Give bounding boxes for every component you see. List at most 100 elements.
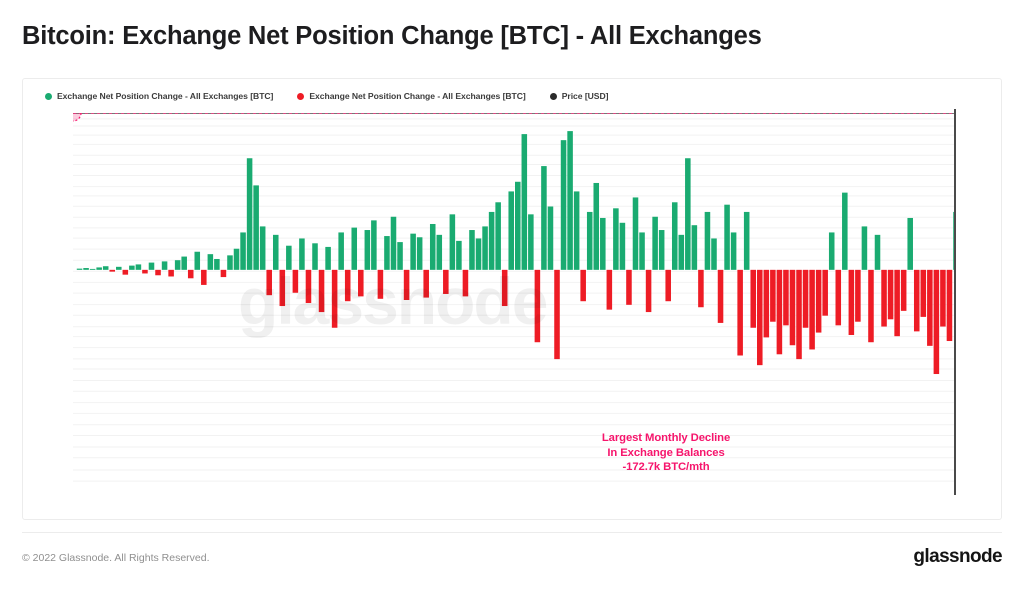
bar	[822, 269, 828, 316]
bar	[606, 269, 613, 310]
bar	[148, 262, 155, 270]
bar	[161, 261, 168, 270]
bar	[920, 269, 927, 317]
bar	[632, 197, 639, 270]
bar	[410, 233, 416, 270]
bar	[416, 237, 423, 270]
bar	[423, 269, 429, 298]
bar	[658, 230, 665, 270]
bar	[757, 269, 763, 366]
bar	[645, 269, 652, 313]
legend-label: Price [USD]	[561, 91, 609, 101]
bar	[142, 269, 148, 274]
bar	[802, 269, 809, 328]
bar	[848, 269, 855, 335]
black-dot-icon	[549, 92, 557, 100]
chart-card: Exchange Net Position Change - All Excha…	[22, 78, 1002, 520]
bar	[344, 269, 351, 302]
bar	[927, 269, 933, 346]
bar	[286, 245, 292, 270]
bar	[220, 269, 227, 278]
bar	[691, 225, 698, 270]
bar	[390, 216, 397, 270]
x-axis	[23, 493, 1001, 517]
bar	[815, 269, 822, 333]
green-dot-icon	[45, 92, 52, 100]
bar	[861, 226, 868, 270]
bar	[259, 226, 266, 270]
bar	[789, 269, 796, 346]
bar	[796, 269, 802, 360]
page-title: Bitcoin: Exchange Net Position Change [B…	[22, 22, 762, 50]
bar	[737, 269, 743, 356]
y-axis-right	[961, 79, 1001, 519]
annotation-line-3: -172.7k BTC/mth	[622, 461, 710, 474]
bar	[770, 269, 776, 322]
bar	[835, 269, 842, 326]
bar	[377, 269, 384, 299]
bar	[443, 269, 449, 294]
legend-item-net-position-negative[interactable]: Exchange Net Position Change - All Excha…	[297, 91, 526, 101]
bar	[168, 269, 174, 277]
bar	[122, 269, 129, 275]
bar	[187, 269, 194, 279]
legend-item-net-position-positive[interactable]: Exchange Net Position Change - All Excha…	[45, 91, 273, 101]
bar	[279, 269, 286, 307]
bar	[698, 269, 704, 308]
bar	[292, 269, 299, 293]
bar	[501, 269, 508, 307]
bar	[704, 211, 711, 270]
bar	[299, 238, 305, 270]
bar	[874, 234, 881, 270]
bar	[240, 232, 246, 270]
bar	[214, 258, 220, 270]
bar	[868, 269, 874, 343]
bar	[429, 223, 436, 270]
bars-negative	[109, 269, 953, 375]
bar	[246, 158, 253, 270]
legend-item-price[interactable]: Price [USD]	[549, 91, 609, 101]
bar	[828, 232, 835, 270]
y-axis-left	[23, 79, 71, 519]
chart-legend: Exchange Net Position Change - All Excha…	[45, 87, 609, 105]
bar	[488, 211, 495, 270]
annotation-largest-decline: Largest Monthly Decline In Exchange Bala…	[561, 431, 771, 475]
bar	[750, 269, 757, 328]
bar	[364, 230, 371, 270]
bar	[475, 238, 482, 270]
bar	[384, 236, 390, 270]
bar	[76, 268, 83, 270]
bar	[272, 234, 279, 270]
bar	[619, 222, 626, 270]
bar	[842, 192, 848, 270]
bars-positive	[76, 131, 956, 270]
bar	[331, 269, 338, 328]
bar	[266, 269, 272, 296]
glassnode-logo: glassnode	[913, 546, 1002, 567]
bar	[560, 140, 567, 270]
bar	[573, 191, 580, 270]
bar	[776, 269, 783, 355]
bar	[227, 255, 233, 270]
bar	[639, 232, 645, 270]
bar	[89, 268, 96, 270]
bar	[116, 266, 122, 270]
bar	[534, 269, 541, 343]
bar	[201, 269, 207, 285]
bar	[717, 269, 724, 323]
bar	[933, 269, 940, 375]
bar	[730, 232, 737, 270]
bar	[155, 269, 161, 276]
bar	[174, 260, 181, 270]
bar	[541, 166, 547, 270]
bar	[900, 269, 907, 311]
bar	[207, 254, 214, 270]
bar	[855, 269, 861, 322]
bar	[135, 264, 142, 270]
bar	[894, 269, 900, 337]
bar	[102, 266, 109, 270]
copyright-text: © 2022 Glassnode. All Rights Reserved.	[22, 552, 210, 564]
bar	[403, 269, 410, 300]
bar	[338, 232, 344, 270]
